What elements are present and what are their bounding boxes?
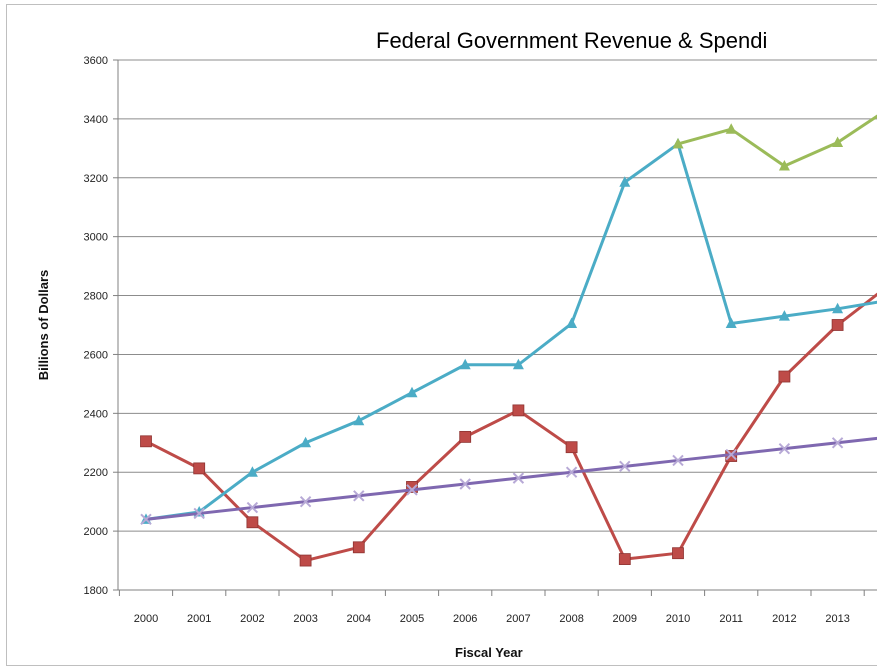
point-cyan-2009 [619,176,631,187]
x-tick-label-2005: 2005 [400,613,424,625]
y-tick-label-3000: 3000 [84,232,108,244]
axes [113,59,877,596]
point-red-2005 [406,481,418,493]
x-axis-label: Fiscal Year [455,645,523,660]
point-cyan-2006 [459,358,471,370]
series-group [140,114,877,567]
point-red-2003 [299,554,312,567]
point-red-2007 [512,404,525,417]
point-red-2000 [140,435,152,448]
gridlines [118,59,877,532]
point-red-2004 [352,541,365,554]
point-cyan-2011 [725,317,737,329]
x-tick-label-2002: 2002 [240,613,264,625]
x-tick-label-2013: 2013 [825,613,849,625]
point-cyan-2013 [832,302,844,314]
y-tick-label-1800: 1800 [84,585,108,597]
x-tick-labels: 2000 2001 2002 2003 2004 2005 2006 2007 2008 2009… [134,613,850,625]
y-tick-label-2600: 2600 [84,349,108,361]
point-red-2013 [831,319,844,331]
point-purple-2000 [140,513,152,526]
point-purple-2008 [565,466,578,478]
y-tick-label-2200: 2200 [84,467,108,479]
point-purple-2004 [353,490,365,502]
x-tick-label-2012: 2012 [772,613,796,625]
point-purple-2012 [778,442,791,455]
y-tick-label-2400: 2400 [84,408,108,420]
y-tick-label-3200: 3200 [84,173,108,185]
point-purple-2001 [193,507,205,520]
point-purple-2010 [672,454,684,467]
point-purple-2011 [725,448,737,461]
x-tick-label-2009: 2009 [613,613,637,625]
point-cyan-2008 [566,317,578,329]
point-red-2006 [459,430,472,443]
y-axis-label: Billions of Dollars [36,270,51,381]
y-tick-label-3400: 3400 [84,114,108,126]
point-green-2011 [725,123,737,134]
series-line-cyan [145,142,877,521]
x-tick-label-2007: 2007 [506,613,530,625]
chart-frame [6,4,877,666]
point-purple-2013 [831,437,844,449]
x-tick-label-2010: 2010 [666,613,690,625]
x-tick-label-2000: 2000 [134,613,158,625]
y-tick-label-3600: 3600 [84,55,108,67]
point-red-2009 [618,553,631,565]
point-red-2008 [565,441,578,454]
point-red-2001 [193,462,206,475]
point-green-2013 [832,136,844,147]
x-tick-label-2004: 2004 [347,613,371,625]
x-tick-label-2006: 2006 [453,613,477,625]
point-purple-2007 [512,472,525,484]
point-red-2002 [246,516,259,529]
chart-title: Federal Government Revenue & Spendi [376,28,767,53]
point-cyan-2012 [778,310,790,321]
point-cyan-2007 [512,358,524,370]
point-red-2010 [672,547,684,560]
point-purple-2009 [619,460,631,473]
point-green-2010 [672,137,684,149]
x-tick-label-2008: 2008 [559,613,583,625]
series-line-green [677,114,877,168]
point-purple-2002 [246,501,259,514]
point-cyan-2003 [300,436,312,448]
point-purple-2003 [299,495,312,508]
x-tick-label-2001: 2001 [187,613,211,625]
point-purple-2006 [459,478,471,490]
y-tick-labels: 1800 2000 2200 2400 2600 2800 3000 3200 3400 3600 [84,55,108,597]
y-tick-label-2000: 2000 [84,526,108,538]
point-red-2012 [778,370,791,383]
x-tick-label-2003: 2003 [293,613,317,625]
series-line-purple [145,436,877,521]
x-tick-label-2011: 2011 [719,613,743,625]
point-cyan-2002 [246,466,258,477]
y-tick-label-2800: 2800 [84,291,108,303]
point-cyan-2005 [406,386,418,398]
point-cyan-2004 [353,414,365,426]
point-green-2012 [778,160,790,171]
point-purple-2005 [406,484,418,496]
